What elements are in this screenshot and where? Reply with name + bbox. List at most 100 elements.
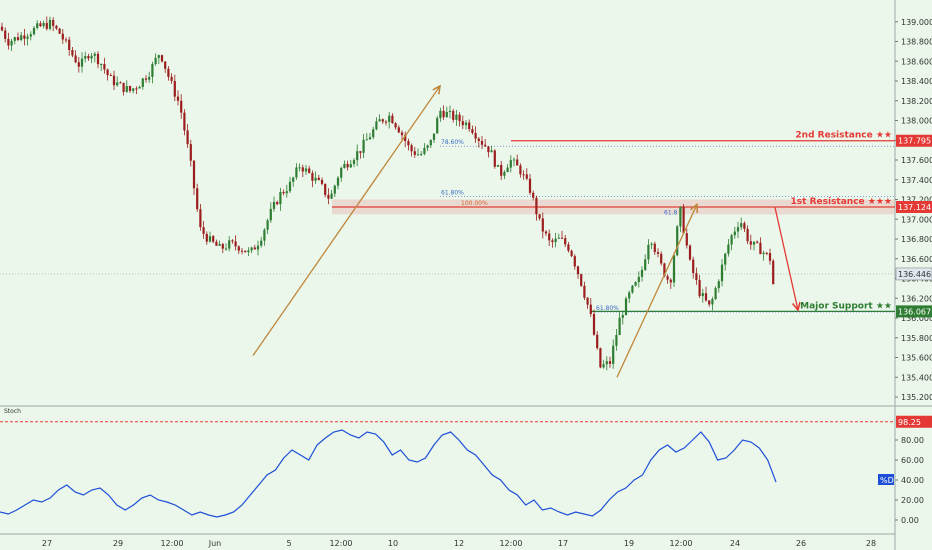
candle-body bbox=[519, 165, 522, 175]
time-tick-label: 24 bbox=[730, 539, 740, 548]
candle-body bbox=[605, 361, 608, 365]
candle-body bbox=[324, 183, 327, 195]
candle-body bbox=[487, 146, 490, 153]
candle-body bbox=[308, 168, 311, 173]
candle-body bbox=[724, 253, 727, 265]
candle-body bbox=[503, 172, 506, 176]
projection-arrow bbox=[616, 204, 697, 378]
candle-body bbox=[151, 64, 154, 77]
candle-body bbox=[509, 160, 512, 168]
candle-body bbox=[660, 253, 663, 264]
forecast-arrow bbox=[774, 207, 798, 310]
current-price-tag-bg bbox=[895, 267, 932, 281]
candle-body bbox=[16, 37, 20, 41]
candle-body bbox=[45, 22, 48, 29]
candle-body bbox=[135, 88, 138, 90]
candle-body bbox=[52, 19, 55, 26]
candle-body bbox=[663, 263, 666, 277]
candle-body bbox=[173, 80, 176, 97]
stoch-d-line bbox=[0, 429, 777, 518]
candle-body bbox=[618, 317, 621, 336]
candle-body bbox=[765, 252, 768, 254]
candle-body bbox=[423, 147, 426, 154]
time-tick-label: 29 bbox=[113, 539, 123, 548]
time-tick-label: 26 bbox=[796, 539, 806, 548]
price-tag-bg bbox=[896, 134, 932, 147]
candle-body bbox=[260, 240, 263, 246]
candle-body bbox=[362, 139, 365, 153]
candle-body bbox=[205, 233, 208, 242]
candle-body bbox=[256, 245, 260, 250]
candle-body bbox=[71, 49, 74, 56]
candle-body bbox=[727, 244, 730, 254]
candle-body bbox=[237, 246, 240, 251]
candle-body bbox=[477, 138, 480, 141]
candle-body bbox=[384, 121, 388, 123]
candle-body bbox=[621, 315, 624, 318]
candle-body bbox=[244, 250, 247, 253]
price-tick-label: 137.000 bbox=[901, 215, 932, 224]
candle-body bbox=[506, 167, 509, 173]
candle-body bbox=[167, 68, 170, 77]
candle-body bbox=[759, 242, 762, 255]
candle-body bbox=[74, 55, 77, 63]
candle-body bbox=[119, 82, 122, 84]
candle-body bbox=[48, 19, 52, 29]
candle-body bbox=[522, 174, 525, 176]
candle-body bbox=[7, 38, 10, 46]
candle-body bbox=[218, 244, 221, 246]
time-tick-label: 12:00 bbox=[499, 539, 522, 548]
candle-body bbox=[768, 253, 772, 261]
price-tick-label: 136.000 bbox=[901, 314, 932, 323]
candle-body bbox=[516, 159, 519, 166]
fib-label: 61.80% bbox=[441, 190, 464, 197]
candle-body bbox=[157, 55, 160, 58]
candle-body bbox=[666, 276, 669, 280]
candle-body bbox=[416, 154, 420, 156]
candle-body bbox=[4, 30, 7, 39]
candle-body bbox=[429, 139, 432, 146]
candle-body bbox=[496, 164, 500, 167]
candle-body bbox=[746, 228, 749, 242]
candle-body bbox=[58, 28, 61, 34]
level-label: 1st Resistance ★★★ bbox=[791, 197, 892, 207]
candle-body bbox=[132, 88, 135, 91]
price-tick-label: 138.400 bbox=[901, 77, 932, 86]
stoch-series-tag-bg bbox=[878, 474, 894, 485]
candle-body bbox=[714, 288, 717, 300]
candle-body bbox=[557, 237, 560, 239]
candle-body bbox=[711, 299, 714, 305]
candle-body bbox=[180, 100, 183, 113]
candle-body bbox=[20, 35, 23, 41]
candle-body bbox=[637, 276, 640, 283]
price-tick-label: 135.400 bbox=[901, 373, 932, 382]
candle-body bbox=[752, 241, 756, 245]
candle-body bbox=[480, 140, 484, 145]
candle-body bbox=[109, 75, 112, 77]
candle-body bbox=[455, 114, 458, 120]
candle-body bbox=[90, 55, 93, 59]
fib-label: 61.80% bbox=[596, 305, 619, 312]
candle-body bbox=[426, 145, 429, 148]
candle-body bbox=[490, 150, 493, 153]
candle-body bbox=[199, 209, 202, 228]
candle-body bbox=[688, 245, 692, 260]
stoch-title: Stoch bbox=[4, 408, 21, 415]
price-tag-bg bbox=[896, 201, 932, 214]
candle-body bbox=[55, 25, 58, 29]
candle-body bbox=[391, 115, 394, 124]
overbought-tag: 98.25 bbox=[898, 418, 921, 427]
candle-body bbox=[13, 37, 16, 41]
candle-body bbox=[189, 144, 192, 161]
time-tick-label: 12 bbox=[454, 539, 464, 548]
candle-body bbox=[407, 141, 410, 146]
candle-body bbox=[762, 252, 765, 255]
time-tick-label: 12:00 bbox=[160, 539, 183, 548]
candle-body bbox=[272, 202, 276, 209]
candle-body bbox=[528, 178, 532, 193]
candle-body bbox=[624, 298, 628, 316]
candle-body bbox=[404, 135, 407, 142]
candle-body bbox=[112, 75, 116, 86]
